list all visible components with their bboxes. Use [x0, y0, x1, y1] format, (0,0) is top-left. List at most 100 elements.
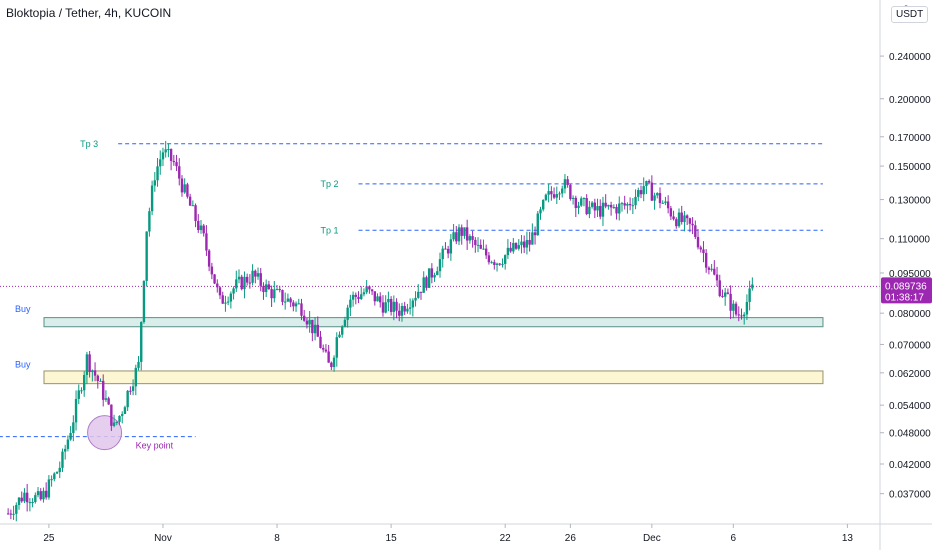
- y-tick-label: 0.200000: [889, 95, 931, 106]
- x-tick-label: Nov: [154, 533, 172, 544]
- candle-body: [354, 294, 358, 297]
- buy-zone-1: [43, 317, 824, 328]
- candle-body: [571, 197, 575, 199]
- candle-body: [580, 198, 583, 206]
- candle-body: [737, 314, 740, 316]
- candle-body: [88, 354, 91, 373]
- candle-body: [422, 277, 425, 293]
- candle-body: [457, 227, 461, 242]
- candle-body: [324, 349, 328, 352]
- candle-body: [145, 231, 148, 281]
- countdown-value: 01:38:17: [885, 292, 924, 303]
- candle-body: [202, 225, 205, 234]
- candle-body: [39, 491, 42, 500]
- candle-body: [216, 283, 219, 288]
- candle-body: [161, 152, 165, 160]
- candle-body: [406, 308, 409, 312]
- candle-body: [609, 204, 613, 208]
- candle-body: [463, 227, 466, 236]
- candle-body: [102, 380, 105, 400]
- candle-body: [495, 263, 499, 265]
- candle-body: [248, 282, 252, 284]
- candle-body: [452, 232, 455, 240]
- candle-body: [398, 310, 401, 316]
- candle-body: [53, 473, 56, 480]
- candle-body: [129, 390, 132, 392]
- candle-body: [699, 247, 702, 250]
- y-tick-label: 0.070000: [889, 340, 931, 351]
- candle-body: [482, 248, 485, 250]
- candle-body: [240, 276, 243, 290]
- candle-body: [590, 202, 594, 207]
- candle-body: [558, 193, 561, 195]
- candle-body: [294, 303, 298, 307]
- candle-body: [653, 195, 656, 201]
- candle-body: [664, 201, 667, 203]
- candle-body: [403, 306, 406, 312]
- candle-body: [734, 303, 738, 315]
- candle-body: [710, 268, 713, 270]
- candle-body: [542, 200, 545, 210]
- last-price-value: 0.089736: [885, 281, 927, 292]
- candle-body: [373, 291, 377, 302]
- candle-body: [446, 248, 450, 254]
- candle-body: [745, 301, 749, 315]
- candle-body: [444, 248, 447, 250]
- candle-body: [343, 319, 347, 327]
- candle-body: [31, 502, 34, 504]
- y-tick-label: 0.062000: [889, 369, 931, 380]
- candle-body: [319, 336, 322, 348]
- y-tick-label: 0.240000: [889, 52, 931, 63]
- candle-body: [585, 198, 588, 215]
- candle-body: [501, 263, 504, 265]
- candle-body: [430, 268, 434, 278]
- candle-body: [704, 253, 708, 268]
- candle-body: [297, 303, 300, 305]
- candle-body: [194, 205, 197, 221]
- candle-body: [245, 276, 249, 283]
- tp-label-2: Tp 2: [321, 179, 339, 189]
- candle-body: [370, 289, 374, 292]
- candle-body: [713, 268, 716, 275]
- candle-body: [221, 295, 224, 304]
- candle-body: [599, 206, 602, 217]
- candle-body: [433, 275, 436, 278]
- key-point-label: Key point: [136, 441, 174, 451]
- candle-body: [6, 513, 10, 515]
- candle-body: [417, 291, 420, 298]
- candle-body: [23, 492, 26, 502]
- candle-body: [588, 206, 591, 215]
- candle-body: [414, 297, 417, 301]
- candle-body: [672, 216, 675, 220]
- candle-body: [104, 398, 108, 400]
- candle-body: [550, 191, 553, 195]
- candle-body: [552, 194, 556, 198]
- currency-button[interactable]: USDT: [891, 6, 929, 23]
- candle-body: [197, 220, 200, 231]
- candle-body: [96, 375, 99, 382]
- candle-body: [688, 218, 692, 224]
- candle-body: [121, 414, 124, 416]
- candle-body: [392, 301, 396, 312]
- candle-body: [729, 293, 732, 311]
- candle-body: [275, 289, 279, 291]
- candle-body: [400, 306, 404, 316]
- candle-body: [316, 324, 319, 337]
- candle-body: [357, 296, 360, 299]
- candle-body: [349, 299, 352, 308]
- candle-body: [308, 319, 311, 325]
- candle-body: [536, 213, 539, 236]
- candle-body: [180, 178, 184, 193]
- candle-body: [436, 271, 439, 276]
- candle-body: [547, 191, 550, 195]
- candle-body: [623, 203, 626, 206]
- candle-body: [544, 194, 548, 201]
- candle-body: [167, 149, 170, 151]
- candle-body: [191, 205, 195, 207]
- buy-zone-2: [43, 370, 824, 385]
- candle-body: [484, 248, 488, 256]
- candle-body: [438, 259, 442, 272]
- candle-body: [229, 293, 233, 302]
